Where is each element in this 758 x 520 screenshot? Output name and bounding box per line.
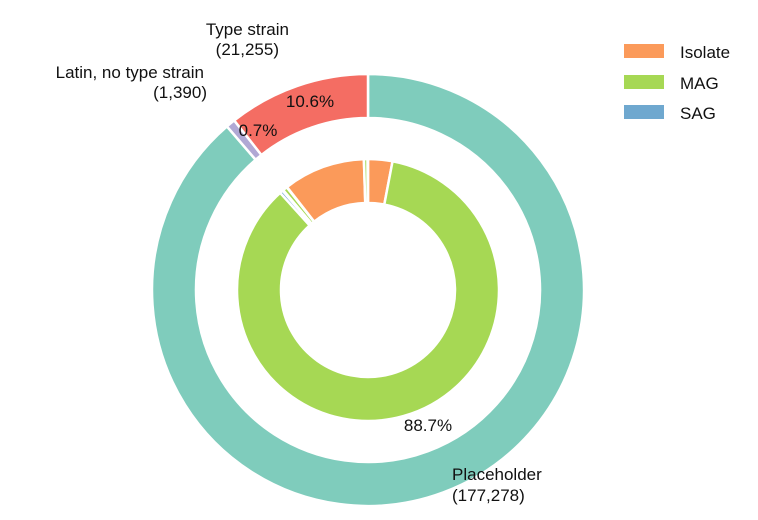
outer-slice-type-strain (232, 72, 370, 157)
inner-slice-placeholder-mag (235, 160, 501, 423)
outer-slice-placeholder (150, 72, 586, 508)
legend-label-mag: MAG (680, 74, 719, 93)
outer-label-placeholder: Placeholder (452, 465, 542, 484)
legend-swatch-sag (624, 105, 664, 119)
pct-placeholder: 88.7% (404, 416, 452, 435)
outer-label-latin-no-type-strain: Latin, no type strain (56, 63, 204, 82)
outer-count-placeholder: (177,278) (452, 486, 525, 505)
outer-ring (150, 72, 586, 508)
legend: Isolate MAG SAG (624, 43, 730, 123)
pct-type-strain: 10.6% (286, 92, 334, 111)
outer-count-latin-no-type-strain: (1,390) (153, 83, 207, 102)
inner-ring (235, 157, 501, 423)
outer-count-type-strain: (21,255) (216, 40, 279, 59)
legend-swatch-isolate (624, 44, 664, 58)
pct-latin-no-type-strain: 0.7% (239, 121, 278, 140)
legend-label-sag: SAG (680, 104, 716, 123)
legend-label-isolate: Isolate (680, 43, 730, 62)
outer-label-type-strain: Type strain (206, 20, 289, 39)
legend-swatch-mag (624, 75, 664, 89)
